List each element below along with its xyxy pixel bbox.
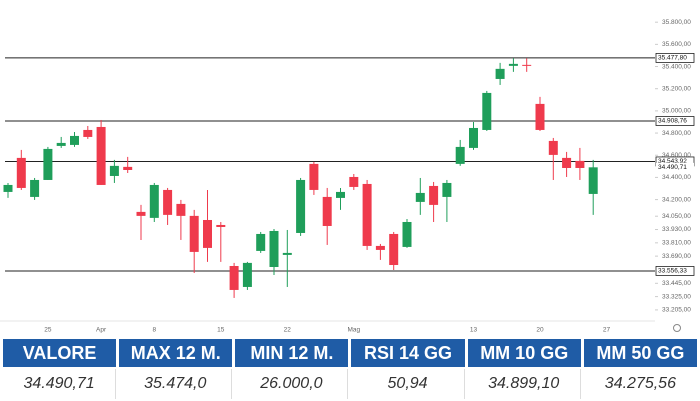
candle-body	[535, 103, 545, 130]
y-tick-label: 35.400,00	[662, 63, 691, 70]
stats-table: VALORE MAX 12 M. MIN 12 M. RSI 14 GG MM …	[0, 337, 700, 401]
level-label: 35.477,80	[658, 55, 687, 62]
candle-body	[56, 142, 66, 146]
level-label: 34.543,92	[658, 158, 687, 165]
candle-body	[30, 179, 40, 197]
x-tick-label: 13	[470, 327, 478, 334]
y-tick-label: 33.325,00	[662, 293, 691, 300]
candle-body	[429, 185, 439, 205]
candle-body	[322, 196, 332, 226]
y-tick-label: 33.810,00	[662, 240, 691, 247]
x-tick-label: 20	[536, 327, 544, 334]
value-cell: 34.490,71	[3, 369, 117, 399]
candle-body	[43, 148, 53, 180]
header-cell: MM 50 GG	[583, 339, 697, 367]
x-tick-label: Apr	[96, 327, 107, 334]
y-tick-label: 35.800,00	[662, 19, 691, 26]
candle-body	[242, 262, 252, 287]
x-tick-label: Mag	[347, 327, 360, 334]
header-row: VALORE MAX 12 M. MIN 12 M. RSI 14 GG MM …	[3, 339, 697, 367]
value-cell: 34.275,56	[604, 375, 676, 392]
candle-body	[176, 203, 186, 216]
candle-body	[375, 245, 385, 250]
y-tick-label: 33.930,00	[662, 226, 691, 233]
candle-body	[123, 166, 133, 170]
y-tick-label: 33.445,00	[662, 280, 691, 287]
price-tag	[656, 162, 694, 172]
level-tag	[655, 53, 695, 63]
chart: 35.800,00 35.600,00 35.400,00 35.200,00 35.0…	[0, 19, 695, 334]
candle-body	[70, 135, 79, 145]
level-tag	[655, 266, 695, 276]
candle-body	[508, 63, 518, 66]
candle-body	[389, 233, 399, 266]
y-tick-label: 34.050,00	[662, 213, 691, 220]
candle-body	[588, 167, 598, 194]
candle-body	[282, 252, 292, 255]
header-cell: MM 10 GG	[467, 339, 581, 367]
candle-body	[362, 183, 372, 246]
candle-body	[3, 184, 13, 192]
candle-body	[455, 146, 465, 164]
y-tick-label: 34.600,00	[662, 152, 691, 159]
header-cell: MIN 12 M.	[235, 339, 349, 367]
level-tag	[655, 116, 695, 126]
value-row: 34.490,71 35.474,0 26.000,0 50,94 34.899…	[3, 369, 697, 399]
y-tick-label: 35.600,00	[662, 41, 691, 48]
candle-body	[216, 224, 226, 227]
candle-body	[415, 192, 425, 202]
candle-body	[442, 182, 452, 197]
candle-body	[136, 211, 146, 216]
candle-body	[189, 215, 199, 252]
header-cell: MAX 12 M.	[119, 339, 233, 367]
candle-body	[163, 189, 173, 215]
candle-body	[402, 221, 412, 247]
header-cell: VALORE	[3, 339, 117, 367]
value-cell: 35.474,0	[119, 369, 233, 399]
y-tick-label: 33.690,00	[662, 253, 691, 260]
candle-body	[16, 157, 26, 188]
candle-body	[469, 127, 478, 148]
x-tick-label: 15	[217, 327, 225, 334]
candle-body	[522, 64, 532, 66]
candle-body	[109, 165, 119, 176]
candle-body	[296, 179, 306, 233]
x-tick-label: 8	[152, 327, 156, 334]
y-tick-label: 35.200,00	[662, 85, 691, 92]
candle-body	[203, 219, 212, 248]
candle-body	[149, 184, 159, 218]
settings-icon[interactable]	[673, 324, 681, 332]
candle-body	[495, 68, 505, 79]
x-tick-label: 27	[603, 327, 611, 334]
y-tick-label: 34.800,00	[662, 130, 691, 137]
candle-body	[548, 140, 558, 155]
level-label: 33.556,33	[658, 268, 687, 275]
y-tick-label: 33.205,00	[662, 307, 691, 314]
candle-body	[482, 92, 492, 130]
value-cell: 50,94	[351, 369, 465, 399]
candle-body	[336, 191, 345, 198]
y-tick-label: 35.000,00	[662, 108, 691, 115]
y-tick-label: 34.200,00	[662, 196, 691, 203]
price-tag-label: 34.490,71	[658, 164, 687, 171]
candle-body	[83, 129, 93, 137]
value-cell: 26.000,0	[235, 369, 349, 399]
x-tick-label: 22	[284, 327, 292, 334]
candle-body	[96, 126, 106, 185]
level-label: 34.908,76	[658, 118, 687, 125]
candle-body	[349, 176, 359, 187]
candle-body	[269, 230, 279, 268]
candle-body	[256, 233, 266, 251]
y-tick-label: 34.400,00	[662, 174, 691, 181]
candle-body	[575, 160, 585, 168]
candle-body	[562, 157, 572, 168]
x-tick-label: 25	[44, 327, 52, 334]
header-cell: RSI 14 GG	[351, 339, 465, 367]
candle-body	[309, 163, 319, 190]
candle-body	[229, 266, 239, 290]
value-cell: 34.899,10	[468, 369, 581, 399]
